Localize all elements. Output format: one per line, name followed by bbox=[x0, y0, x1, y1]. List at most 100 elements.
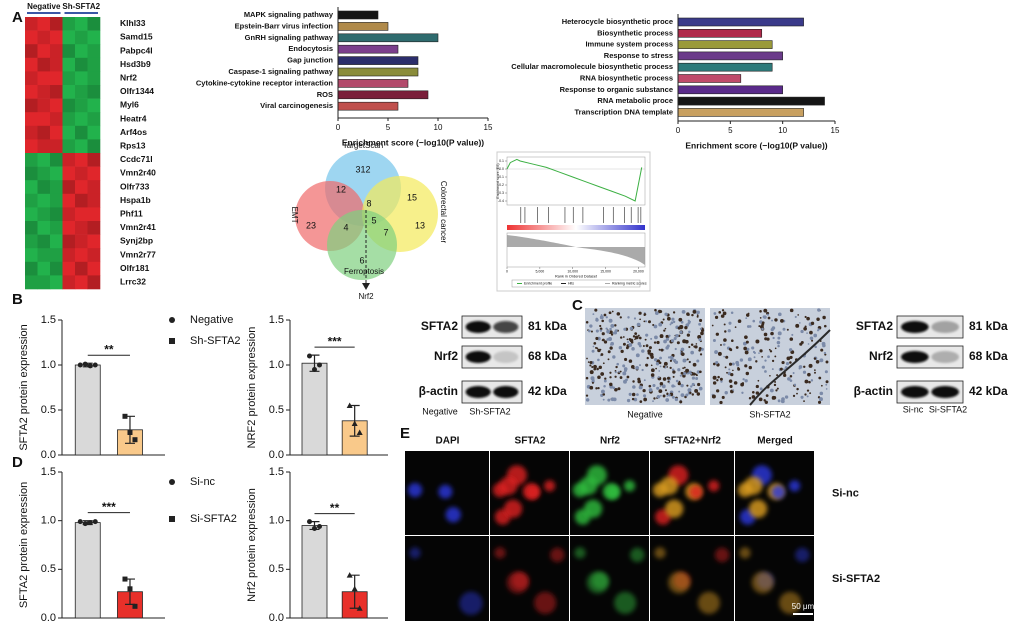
ihc-nucleus bbox=[777, 399, 781, 403]
data-point bbox=[77, 362, 83, 368]
data-point bbox=[356, 429, 363, 435]
ihc-nucleus bbox=[731, 339, 734, 343]
ihc-nucleus bbox=[585, 376, 589, 380]
ihc-nucleus bbox=[825, 383, 828, 386]
ihc-nucleus bbox=[814, 345, 817, 349]
gene-label: Hsd3b9 bbox=[120, 59, 151, 69]
ihc-nucleus bbox=[623, 368, 628, 373]
heatmap-cell bbox=[75, 166, 88, 181]
data-point bbox=[82, 521, 88, 527]
ihc-nucleus bbox=[682, 367, 685, 370]
ihc-nucleus bbox=[737, 367, 740, 370]
ihc-nucleus bbox=[669, 366, 672, 369]
ihc-nucleus bbox=[600, 314, 603, 316]
data-point bbox=[92, 362, 98, 368]
ihc-nucleus bbox=[652, 383, 656, 388]
gsea-metric-frame bbox=[506, 232, 646, 268]
venn-count: 23 bbox=[306, 220, 316, 230]
ihc-nucleus bbox=[612, 355, 616, 359]
ihc-nucleus bbox=[807, 343, 810, 345]
heatmap-cell bbox=[50, 85, 63, 99]
heatmap-cell bbox=[37, 207, 51, 222]
heatmap-cell bbox=[25, 248, 38, 263]
ihc-nucleus bbox=[674, 397, 679, 402]
heatmap-cell bbox=[50, 261, 63, 276]
legend-label: Enrichment profile bbox=[524, 281, 552, 285]
ihc-nucleus bbox=[662, 365, 666, 368]
blot-band bbox=[931, 321, 960, 333]
ihc-nucleus bbox=[643, 397, 648, 402]
gene-label: Rps13 bbox=[120, 140, 146, 150]
category-label: GnRH signaling pathway bbox=[245, 33, 334, 42]
ihc-nucleus bbox=[641, 368, 644, 372]
ihc-nucleus bbox=[672, 370, 676, 374]
ihc-nucleus bbox=[600, 389, 605, 394]
bar bbox=[677, 74, 742, 83]
gene-label: Vmn2r40 bbox=[120, 168, 156, 178]
ihc-nucleus bbox=[656, 386, 660, 390]
ihc-nucleus bbox=[804, 393, 807, 396]
ihc-nucleus bbox=[609, 346, 613, 350]
ihc-nucleus bbox=[650, 373, 655, 377]
size-label: 68 kDa bbox=[528, 349, 567, 363]
ihc-nucleus bbox=[629, 338, 634, 343]
ihc-nucleus bbox=[602, 393, 606, 396]
heatmap-cell bbox=[75, 180, 88, 195]
condition-label: Si-SFTA2 bbox=[832, 573, 880, 585]
category-label: Transcription DNA template bbox=[575, 107, 674, 116]
ihc-nucleus bbox=[797, 314, 800, 316]
heatmap-cell bbox=[62, 85, 76, 99]
ihc-nucleus bbox=[591, 365, 594, 369]
ihc-nucleus bbox=[667, 393, 671, 397]
ihc-nucleus bbox=[716, 379, 719, 382]
ihc-nucleus bbox=[774, 381, 777, 383]
ihc-nucleus bbox=[695, 343, 698, 345]
category-label: Response to stress bbox=[604, 51, 673, 60]
ihc-nucleus bbox=[688, 345, 691, 349]
ihc-nucleus bbox=[755, 360, 758, 363]
ihc-nucleus bbox=[751, 346, 755, 350]
heatmap-cell bbox=[62, 17, 76, 31]
category-label: Cellular macromolecule biosynthetic proc… bbox=[511, 62, 673, 71]
ihc-nucleus bbox=[777, 344, 780, 348]
ihc-nucleus bbox=[764, 359, 767, 362]
ihc-nucleus bbox=[747, 357, 752, 362]
ihc-nucleus bbox=[771, 326, 776, 330]
ihc-nucleus bbox=[643, 314, 646, 317]
heatmap-cell bbox=[62, 98, 76, 113]
ihc-nucleus bbox=[769, 350, 773, 353]
heatmap-cell bbox=[75, 193, 88, 208]
ihc-nucleus bbox=[698, 349, 701, 352]
ihc-nucleus bbox=[666, 316, 671, 321]
ihc-nucleus bbox=[671, 317, 675, 321]
ihc-nucleus bbox=[619, 376, 623, 379]
ihc-nucleus bbox=[595, 336, 599, 340]
ihc-nucleus bbox=[668, 381, 671, 384]
ihc-nucleus bbox=[825, 388, 828, 390]
legend-marker bbox=[169, 338, 175, 344]
heatmap-cell bbox=[25, 125, 38, 140]
blot-band bbox=[931, 386, 960, 398]
error-bar bbox=[349, 574, 360, 609]
ihc-nucleus bbox=[729, 384, 733, 388]
gene-label: Hspa1b bbox=[120, 195, 151, 205]
gene-label: Myl6 bbox=[120, 100, 139, 110]
blot-band bbox=[931, 351, 960, 363]
ihc-nucleus bbox=[822, 315, 826, 320]
heatmap-cell bbox=[87, 180, 101, 195]
ihc-nucleus bbox=[697, 382, 701, 387]
ihc-nucleus bbox=[609, 371, 612, 374]
if-cell bbox=[438, 484, 453, 499]
heatmap-cell bbox=[25, 234, 38, 249]
ihc-nucleus bbox=[806, 332, 808, 334]
ihc-nucleus bbox=[712, 339, 716, 343]
ihc-nucleus bbox=[819, 358, 824, 363]
ihc-nucleus bbox=[711, 394, 716, 399]
ihc-nucleus bbox=[728, 347, 732, 351]
ihc-nucleus bbox=[615, 365, 618, 369]
ihc-nucleus bbox=[719, 400, 723, 405]
ihc-nucleus bbox=[686, 333, 690, 337]
if-cell bbox=[409, 547, 421, 559]
ihc-nucleus bbox=[646, 356, 649, 360]
ihc-nucleus bbox=[690, 343, 694, 347]
